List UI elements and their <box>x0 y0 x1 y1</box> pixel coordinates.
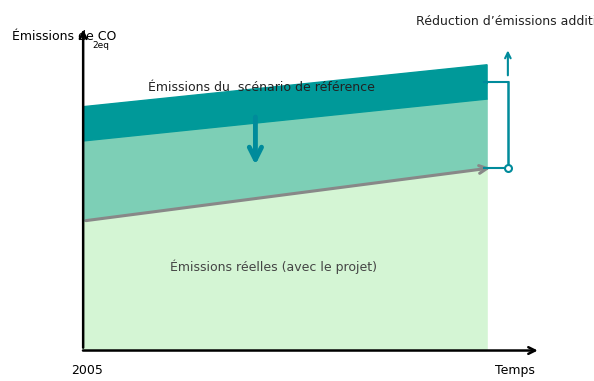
Text: 2eq: 2eq <box>92 41 109 50</box>
Text: Réduction d’émissions additionnelles: Réduction d’émissions additionnelles <box>416 15 594 28</box>
Text: Temps: Temps <box>495 364 535 377</box>
Text: Émissions du  scénario de référence: Émissions du scénario de référence <box>148 81 375 94</box>
Text: Émissions de CO: Émissions de CO <box>12 30 116 43</box>
Polygon shape <box>83 99 487 221</box>
Polygon shape <box>83 65 487 141</box>
Text: 2005: 2005 <box>71 364 103 377</box>
Text: Émissions réelles (avec le projet): Émissions réelles (avec le projet) <box>170 259 377 274</box>
Polygon shape <box>83 168 487 351</box>
